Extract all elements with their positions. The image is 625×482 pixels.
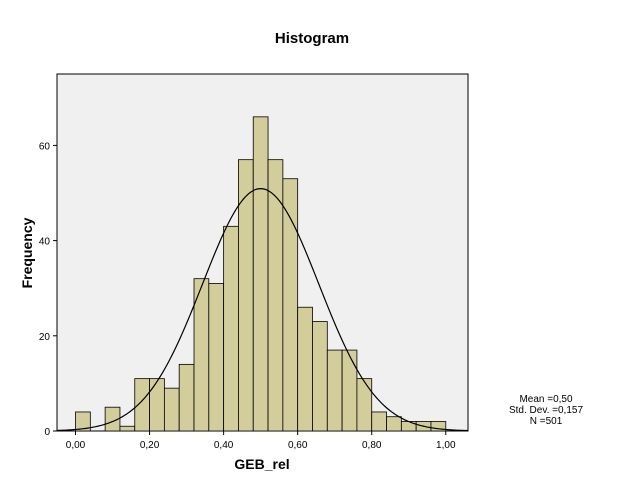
histogram-bar (312, 321, 328, 432)
histogram-bar (282, 178, 299, 432)
y-axis-label: Frequency (19, 217, 35, 288)
y-tick-label: 40 (39, 237, 51, 248)
histogram-bar (238, 159, 254, 432)
histogram-bar (104, 406, 121, 432)
x-axis-label: GEB_rel (234, 456, 289, 472)
histogram-bar (371, 411, 387, 432)
histogram-bar (119, 425, 136, 432)
x-tick-label: 0,40 (214, 440, 234, 451)
x-tick-label: 0,00 (66, 440, 86, 451)
histogram-bar (163, 387, 180, 432)
histogram-bar (178, 363, 195, 432)
histogram-bar (252, 116, 269, 432)
y-axis: 0 20 40 60 (39, 141, 57, 438)
x-tick-label: 1,00 (436, 440, 456, 451)
histogram-bar (297, 306, 313, 432)
chart-title: Histogram (275, 30, 349, 47)
x-tick-label: 0,60 (288, 440, 308, 451)
x-tick-label: 0,80 (362, 440, 382, 451)
histogram-bar (430, 421, 447, 432)
histogram-bar (75, 411, 91, 432)
x-axis: 0,00 0,20 0,40 0,60 0,80 1,00 (66, 431, 456, 451)
histogram-bar (267, 159, 284, 432)
histogram-bar (149, 378, 165, 432)
histogram-bar (326, 349, 343, 432)
histogram-bar (208, 283, 225, 432)
histogram-bar (341, 349, 358, 432)
histogram-bar (134, 378, 150, 432)
histogram-bar (193, 278, 210, 432)
y-tick-label: 20 (39, 332, 51, 343)
histogram-bar (356, 378, 373, 432)
normal-curve (56, 188, 469, 432)
y-tick-label: 60 (39, 141, 51, 152)
stats-mean: Mean =0,50 (519, 394, 573, 405)
stats-std-dev: Std. Dev. =0,157 (509, 405, 583, 416)
y-tick-label: 0 (44, 427, 50, 438)
stats-n: N =501 (530, 416, 563, 427)
histogram-bar (223, 225, 239, 432)
x-tick-label: 0,20 (140, 440, 160, 451)
bars-layer (75, 116, 447, 432)
histogram-bar (386, 416, 402, 432)
